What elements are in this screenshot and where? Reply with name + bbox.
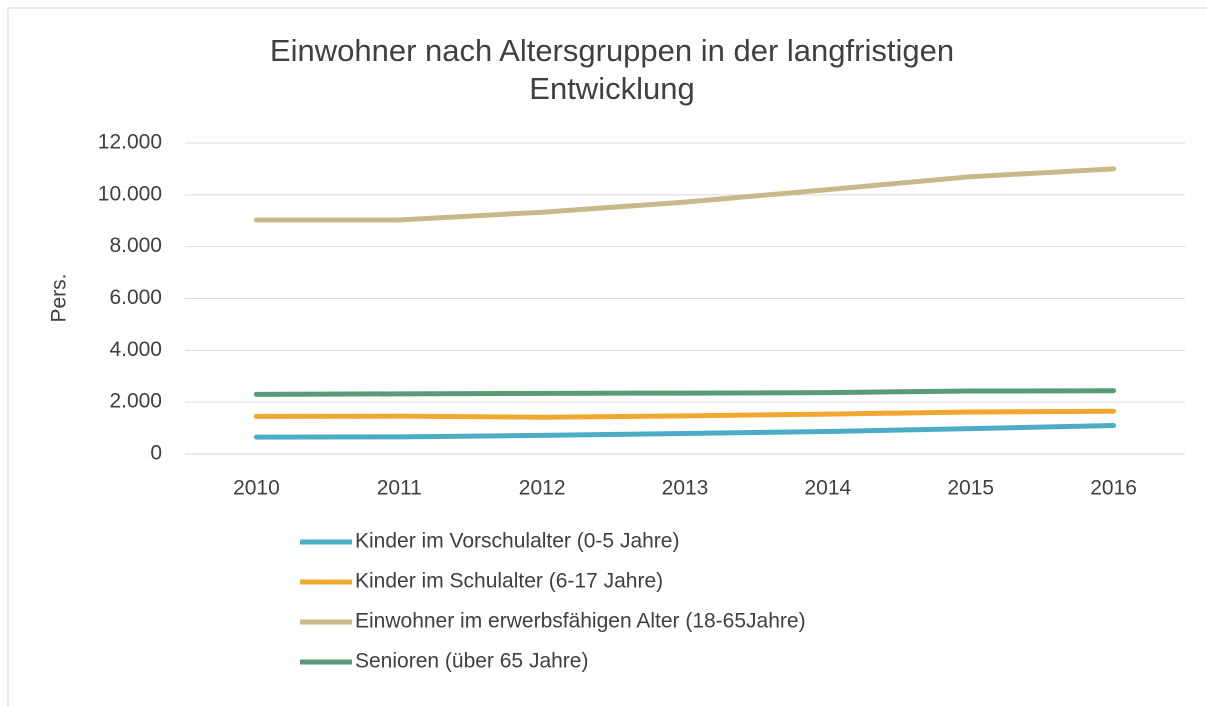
y-tick-label: 2.000 (109, 390, 162, 413)
y-axis-label: Pers. (48, 273, 71, 322)
y-tick-label: 6.000 (109, 286, 162, 309)
y-tick-label: 12.000 (98, 131, 162, 154)
series-line (253, 408, 1117, 420)
x-tick-label: 2010 (233, 477, 280, 500)
y-tick-label: 10.000 (98, 182, 162, 205)
x-tick-label: 2013 (662, 477, 709, 500)
chart-title: Einwohner nach Altersgruppen in der lang… (269, 33, 955, 106)
series-line (253, 388, 1117, 397)
x-tick-label: 2014 (804, 477, 851, 500)
y-tick-label: 4.000 (109, 338, 162, 361)
y-tick-label: 8.000 (109, 234, 162, 257)
x-tick-label: 2015 (947, 477, 994, 500)
x-tick-label: 2016 (1090, 477, 1137, 500)
legend-label: Senioren (über 65 Jahre) (355, 650, 588, 673)
y-tick-label: 0 (150, 442, 162, 465)
legend-label: Kinder im Schulalter (6-17 Jahre) (355, 570, 663, 593)
series-line (253, 166, 1117, 223)
series-line (253, 422, 1117, 440)
x-tick-label: 2012 (519, 477, 566, 500)
x-tick-label: 2011 (377, 477, 422, 500)
legend-label: Kinder im Vorschulalter (0-5 Jahre) (355, 530, 679, 553)
legend-label: Einwohner im erwerbsfähigen Alter (18-65… (355, 610, 806, 633)
